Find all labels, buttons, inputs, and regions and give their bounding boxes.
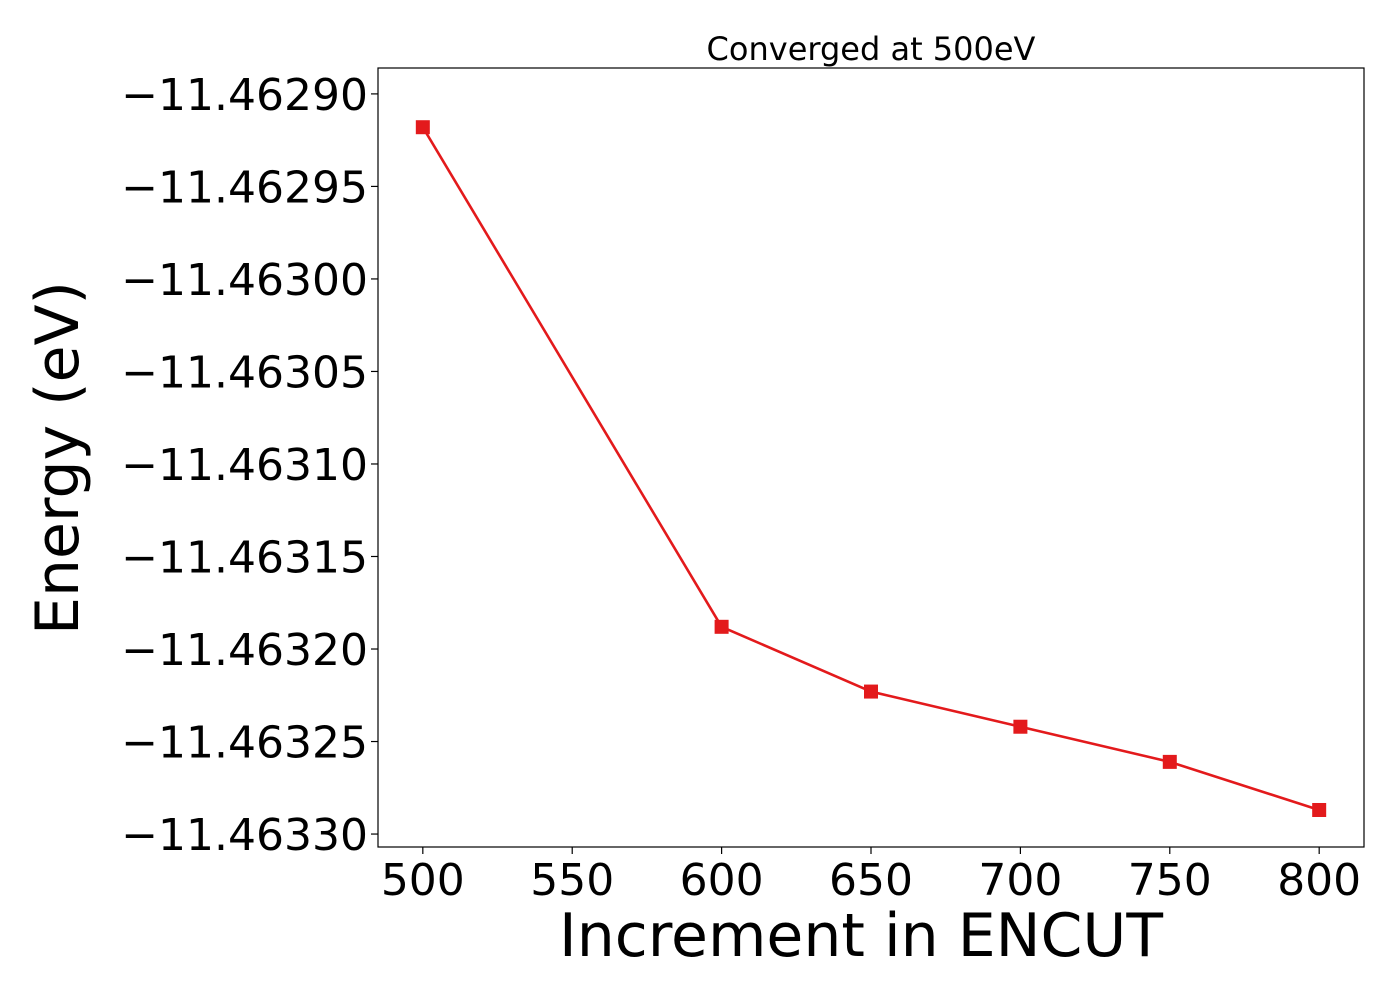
y-tick-label: −11.46305 — [121, 347, 368, 398]
data-point — [415, 120, 430, 135]
x-tick-label: 800 — [1277, 855, 1361, 906]
ticks-layer: 500 550 600 650 700 750 800 −11.46290 −11.46295 −… — [121, 70, 1361, 906]
data-point — [1312, 802, 1327, 817]
x-tick-label: 500 — [381, 855, 465, 906]
plot-frame — [377, 67, 1365, 848]
x-tick-label: 550 — [530, 855, 614, 906]
y-tick-label: −11.46290 — [121, 70, 368, 121]
chart-title: Converged at 500eV — [707, 30, 1036, 68]
y-axis-title: Energy (eV) — [23, 281, 93, 635]
y-tick-label: −11.46325 — [121, 718, 368, 769]
x-tick-label: 700 — [978, 855, 1062, 906]
y-tick-label: −11.46310 — [121, 440, 368, 491]
x-tick-label: 600 — [680, 855, 764, 906]
y-tick-label: −11.46320 — [121, 625, 368, 676]
data-point — [1162, 754, 1177, 769]
x-tick-label: 750 — [1128, 855, 1212, 906]
y-tick-label: −11.46300 — [121, 255, 368, 306]
series-layer — [415, 120, 1327, 817]
y-tick-label: −11.46330 — [121, 810, 368, 861]
y-tick-label: −11.46295 — [121, 162, 368, 213]
data-point — [864, 684, 878, 699]
data-point — [1013, 719, 1028, 734]
data-point — [714, 619, 729, 634]
x-tick-label: 650 — [829, 855, 913, 906]
x-axis-title: Increment in ENCUT — [559, 901, 1163, 971]
y-tick-label: −11.46315 — [121, 532, 368, 583]
series-line — [421, 126, 1320, 812]
